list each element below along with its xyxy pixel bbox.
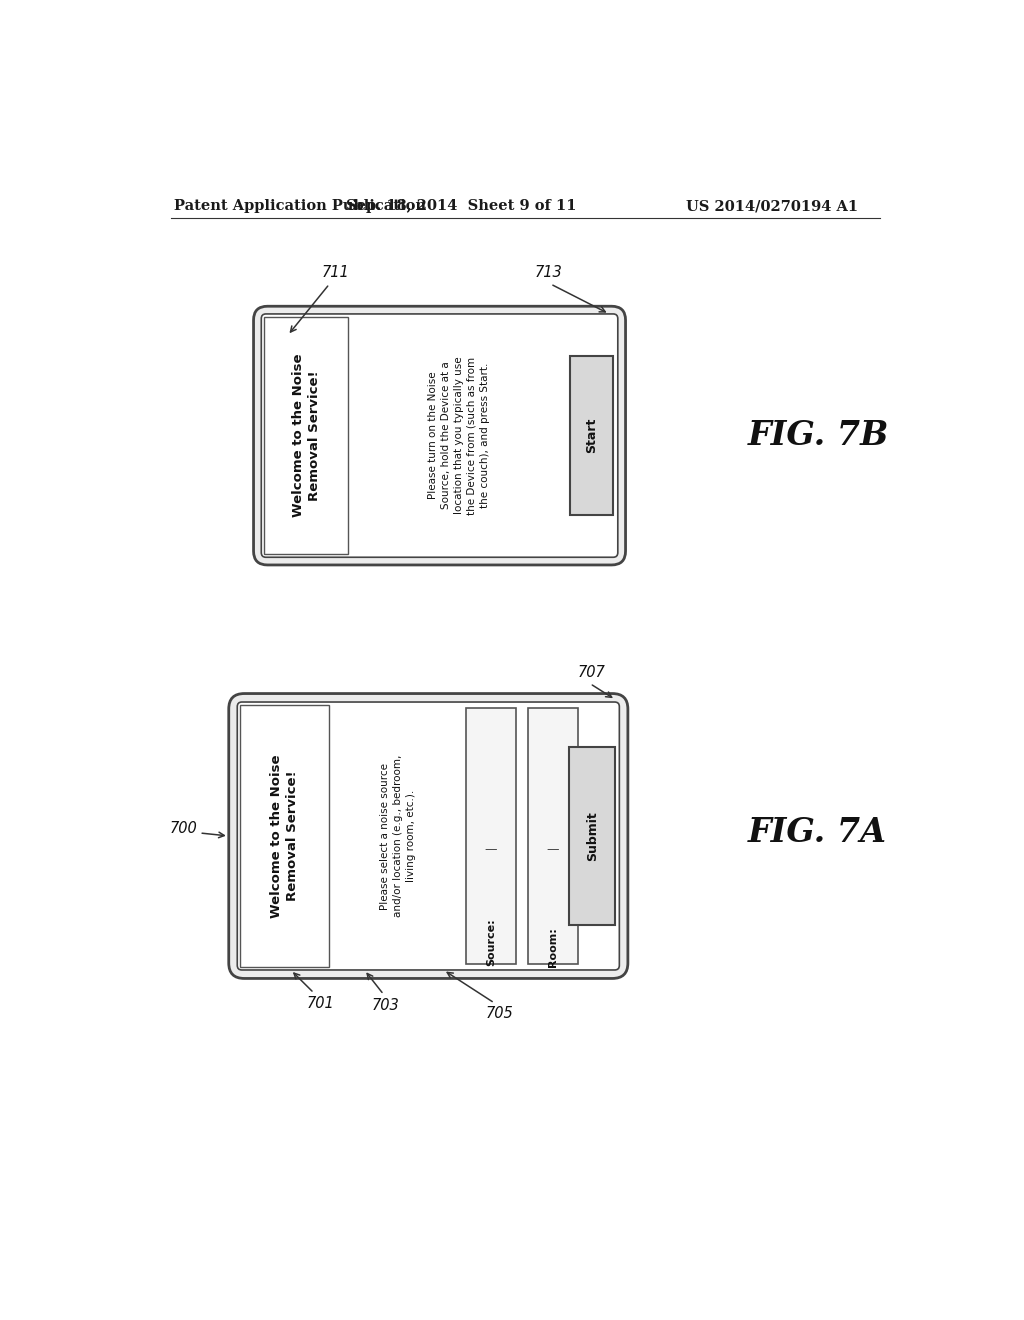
Text: 707: 707 <box>578 665 605 680</box>
Text: Welcome to the Noise
Removal Service!: Welcome to the Noise Removal Service! <box>270 754 299 917</box>
FancyBboxPatch shape <box>241 705 329 966</box>
FancyBboxPatch shape <box>238 702 620 970</box>
FancyBboxPatch shape <box>254 306 626 565</box>
Text: 713: 713 <box>535 265 563 280</box>
Text: 700: 700 <box>170 821 198 836</box>
Text: 701: 701 <box>306 997 334 1011</box>
Text: 703: 703 <box>372 998 399 1012</box>
Text: Start: Start <box>585 418 598 453</box>
FancyBboxPatch shape <box>569 356 613 515</box>
Bar <box>466 708 516 964</box>
Text: US 2014/0270194 A1: US 2014/0270194 A1 <box>686 199 858 213</box>
Text: —: — <box>484 843 498 857</box>
FancyBboxPatch shape <box>228 693 628 978</box>
Text: Welcome to the Noise
Removal Service!: Welcome to the Noise Removal Service! <box>292 354 321 517</box>
FancyBboxPatch shape <box>264 317 348 554</box>
Bar <box>569 747 615 925</box>
Text: Sep. 18, 2014  Sheet 9 of 11: Sep. 18, 2014 Sheet 9 of 11 <box>346 199 577 213</box>
Text: Source:: Source: <box>486 919 496 966</box>
Text: Submit: Submit <box>586 810 599 861</box>
Text: FIG. 7A: FIG. 7A <box>748 816 887 849</box>
Text: —: — <box>547 843 559 857</box>
Text: FIG. 7B: FIG. 7B <box>748 420 890 453</box>
Text: 705: 705 <box>486 1006 514 1020</box>
Text: Patent Application Publication: Patent Application Publication <box>174 199 427 213</box>
Bar <box>528 708 579 964</box>
Text: 711: 711 <box>322 265 349 280</box>
Text: Room:: Room: <box>548 927 558 966</box>
Text: Please select a noise source
and/or location (e.g., bedroom,
living room, etc.).: Please select a noise source and/or loca… <box>380 755 416 917</box>
Text: Please turn on the Noise
Source, hold the Device at a
location that you typicall: Please turn on the Noise Source, hold th… <box>428 356 489 515</box>
FancyBboxPatch shape <box>261 314 617 557</box>
